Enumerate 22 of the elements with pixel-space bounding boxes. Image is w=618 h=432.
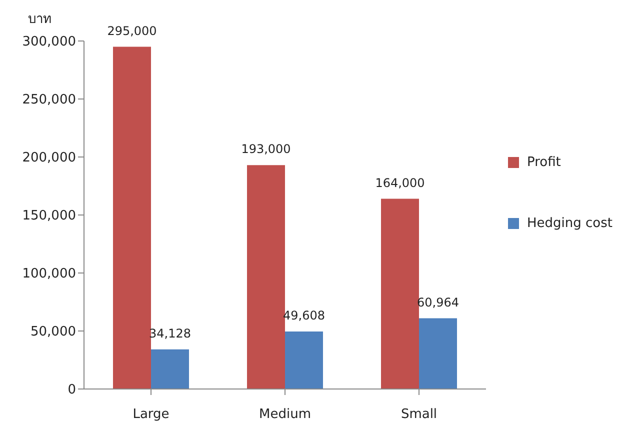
- bar: [151, 349, 189, 389]
- data-label: 193,000: [241, 142, 291, 156]
- data-label: 164,000: [375, 176, 425, 190]
- y-tick-label: 300,000: [22, 34, 76, 50]
- y-tick-label: 50,000: [30, 324, 76, 340]
- bar: [285, 331, 323, 389]
- x-tick-label: Small: [400, 407, 438, 422]
- y-tick-label: 200,000: [22, 150, 76, 166]
- y-tick-label: 100,000: [22, 266, 76, 282]
- bar: [113, 46, 151, 389]
- bar: [381, 198, 419, 389]
- bar: [247, 165, 285, 389]
- legend-label: Hedging cost: [527, 216, 612, 231]
- bar: [419, 318, 457, 389]
- y-tick-label: 250,000: [22, 92, 76, 108]
- y-axis-title: บาท: [28, 11, 52, 29]
- legend-label: Profit: [527, 155, 561, 170]
- y-tick-label: 0: [68, 382, 76, 398]
- y-tick-label: 150,000: [22, 208, 76, 224]
- x-tick-label: Medium: [259, 407, 311, 422]
- x-tick-label: Large: [132, 407, 170, 422]
- data-label: 295,000: [107, 24, 157, 38]
